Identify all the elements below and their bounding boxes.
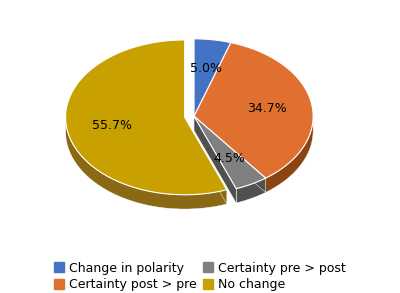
Text: 55.7%: 55.7% <box>92 120 132 132</box>
Polygon shape <box>66 120 227 209</box>
Text: 34.7%: 34.7% <box>247 102 287 115</box>
Polygon shape <box>236 178 266 203</box>
Polygon shape <box>66 40 227 195</box>
Polygon shape <box>194 116 266 193</box>
Polygon shape <box>194 116 266 193</box>
Text: 5.0%: 5.0% <box>190 62 222 75</box>
Polygon shape <box>194 116 266 189</box>
Polygon shape <box>185 117 227 204</box>
Polygon shape <box>194 116 236 203</box>
Polygon shape <box>194 42 313 178</box>
Polygon shape <box>194 39 231 116</box>
Text: 4.5%: 4.5% <box>214 152 246 165</box>
Legend: Change in polarity, Certainty post > pre, Certainty pre > post, No change: Change in polarity, Certainty post > pre… <box>49 257 351 293</box>
Polygon shape <box>266 116 313 193</box>
